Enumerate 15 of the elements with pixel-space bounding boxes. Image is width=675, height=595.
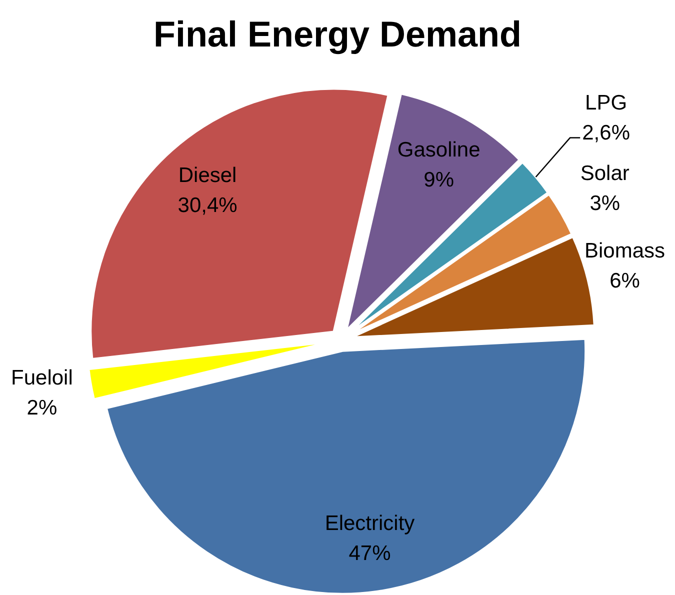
chart-title: Final Energy Demand: [153, 14, 522, 54]
data-label: 47%: [348, 542, 391, 565]
data-label: 3%: [590, 192, 620, 216]
slice-label: Gasoline: [397, 138, 480, 162]
slice-label: LPG: [585, 92, 628, 115]
data-label: 2,6%: [582, 122, 630, 145]
slice-label: Solar: [580, 162, 630, 186]
slice-label: Fueloil: [11, 366, 73, 390]
slice-label: Biomass: [584, 239, 666, 262]
data-label: 9%: [424, 168, 454, 192]
data-label: 6%: [610, 269, 640, 292]
data-label: 2%: [26, 396, 58, 420]
slice-label: Electricity: [324, 512, 416, 535]
slice-label: Diesel: [178, 164, 237, 187]
data-label: 30,4%: [178, 194, 238, 217]
